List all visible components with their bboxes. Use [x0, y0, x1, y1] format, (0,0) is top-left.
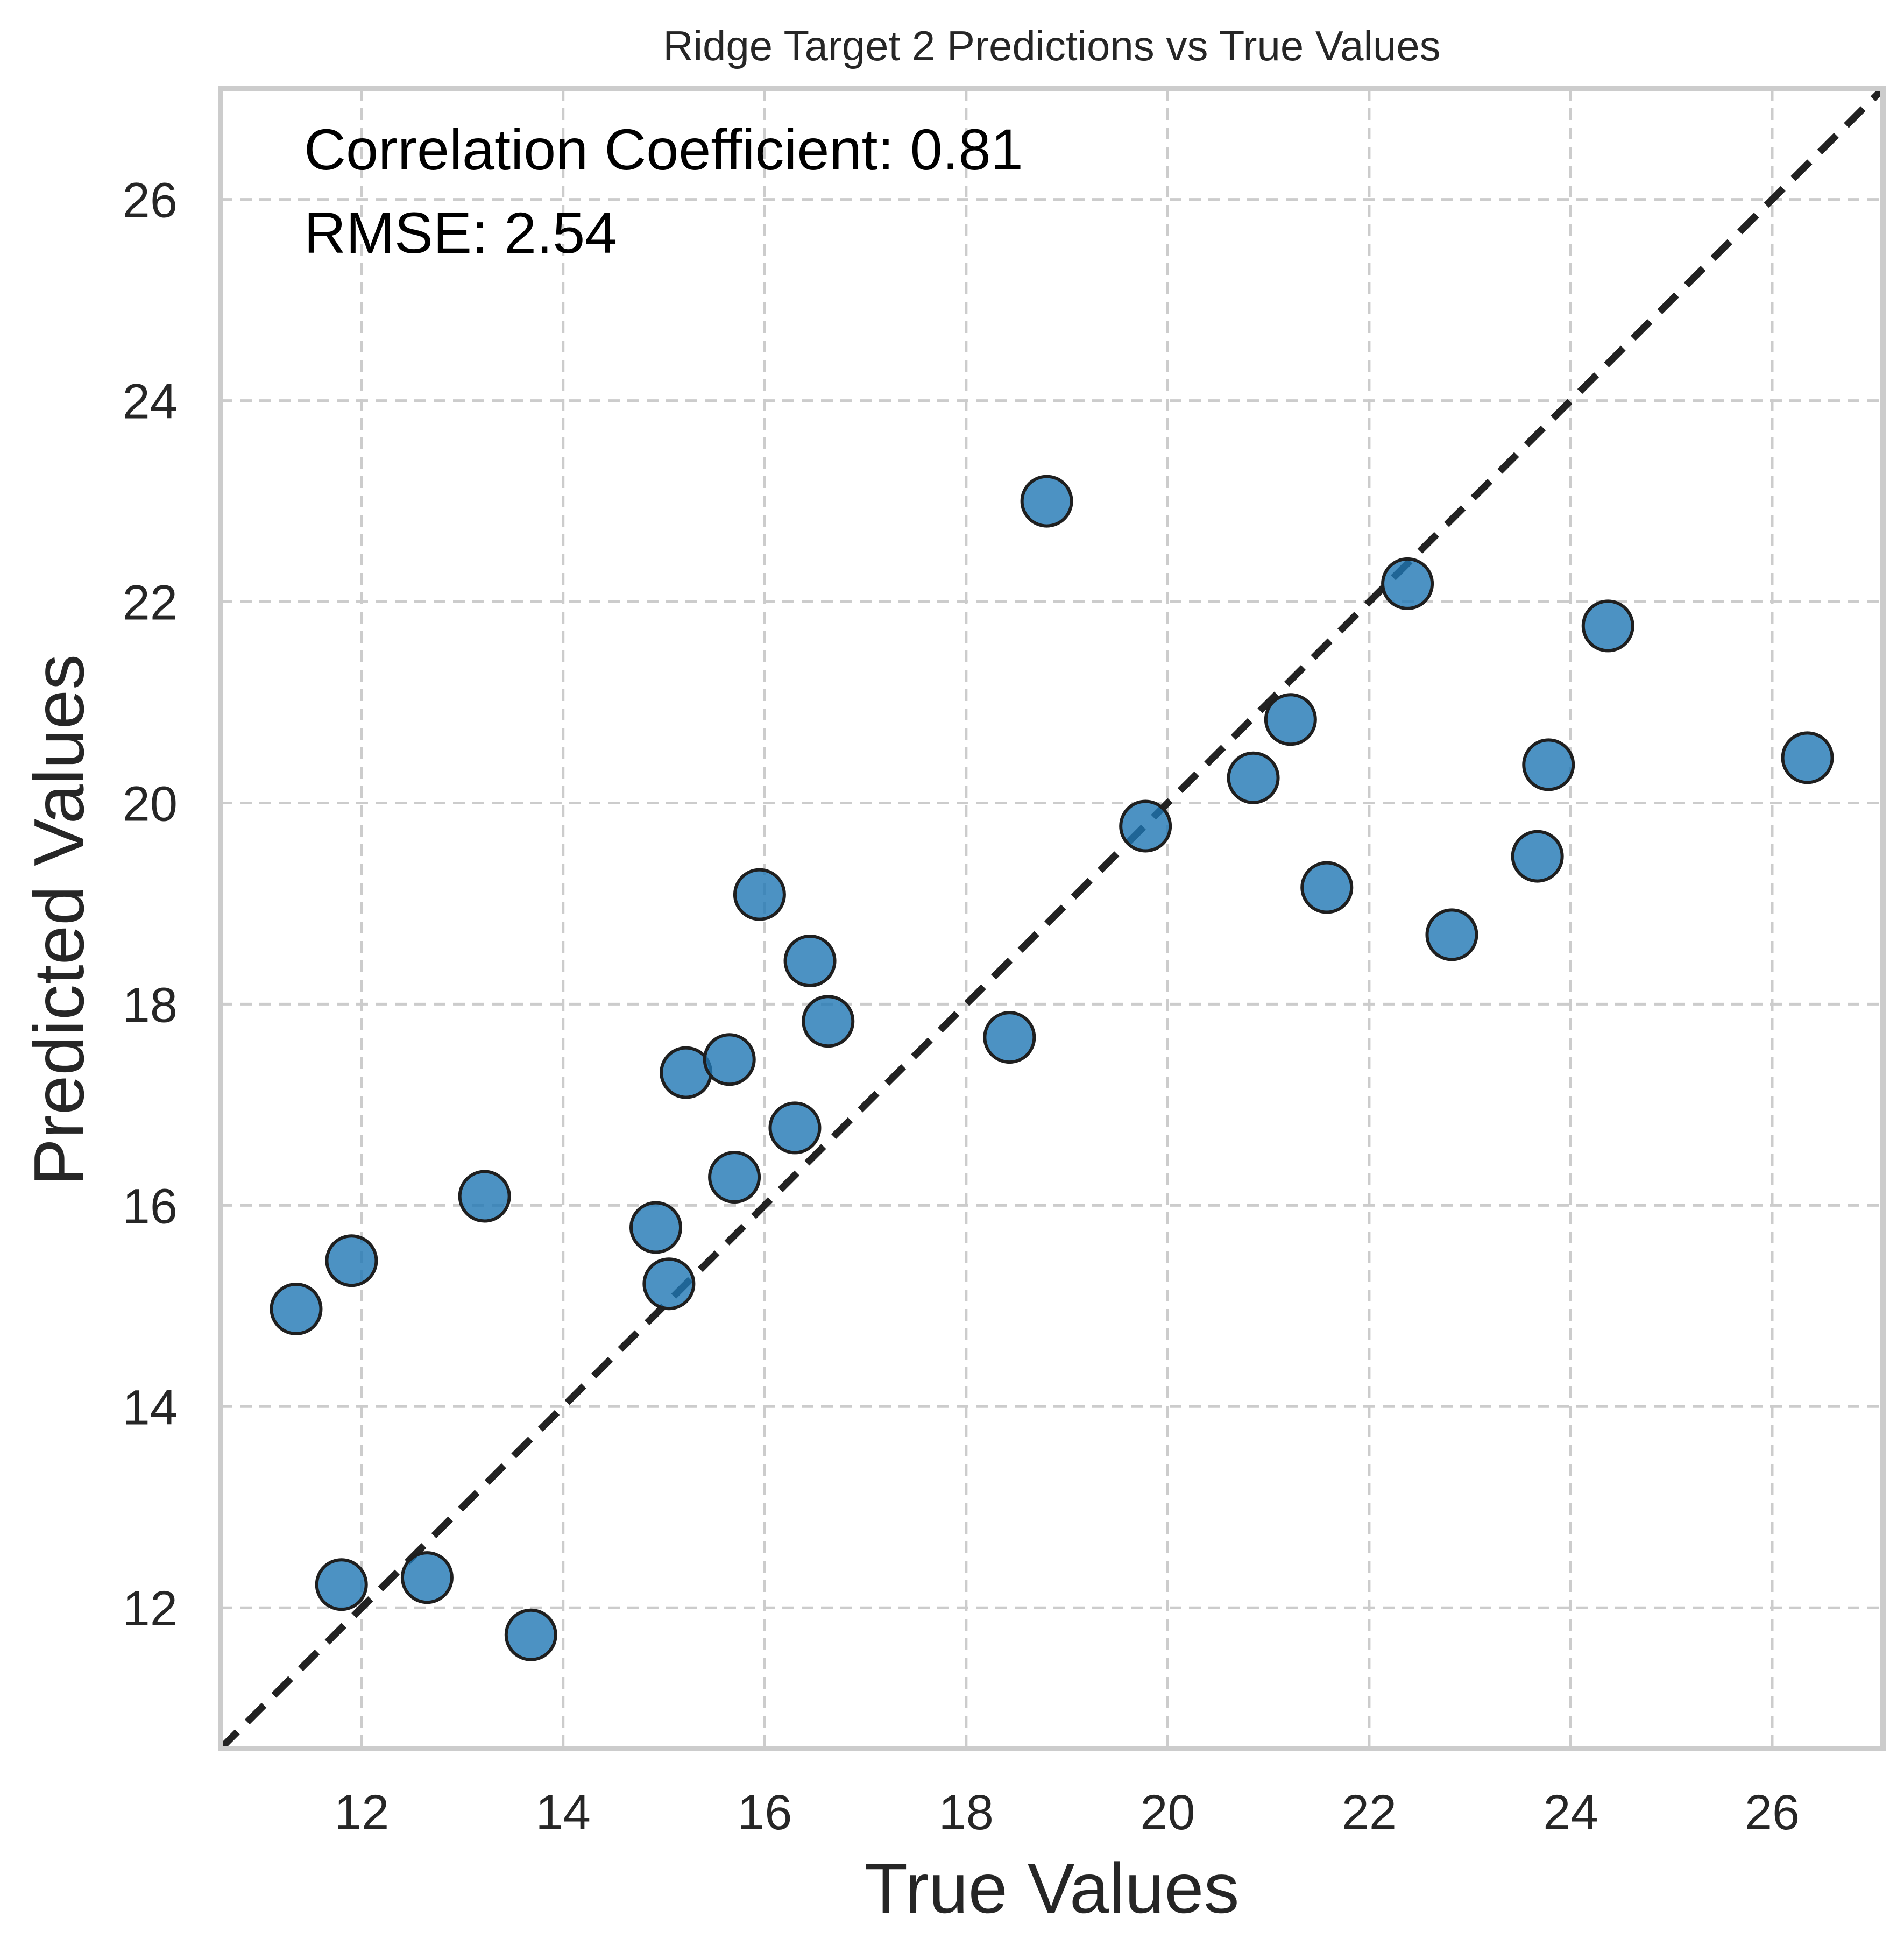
data-point-20 [1264, 693, 1317, 746]
data-point-10 [703, 1033, 756, 1086]
data-point-19 [1227, 751, 1280, 804]
y-tick-label: 16 [123, 1179, 178, 1234]
data-point-21 [1300, 861, 1354, 914]
x-tick-labels: 12 14 16 18 20 22 24 26 [334, 1785, 1800, 1840]
y-gridlines [221, 198, 1883, 1609]
data-point-17 [1020, 475, 1073, 528]
data-point-8 [642, 1257, 696, 1311]
x-tick-label: 20 [1140, 1785, 1195, 1840]
data-point-1 [270, 1282, 323, 1335]
data-points [270, 475, 1834, 1661]
data-point-15 [802, 995, 855, 1048]
y-tick-label: 20 [123, 776, 178, 831]
data-point-6 [504, 1608, 557, 1661]
data-point-5 [458, 1170, 511, 1223]
data-point-2 [325, 1234, 378, 1287]
chart-title: Ridge Target 2 Predictions vs True Value… [663, 22, 1440, 69]
data-point-16 [983, 1011, 1036, 1064]
data-point-23 [1425, 908, 1478, 961]
x-tick-label: 14 [536, 1785, 591, 1840]
x-tick-label: 22 [1342, 1785, 1397, 1840]
plot-frame [218, 86, 1886, 1751]
y-tick-label: 22 [123, 576, 178, 631]
data-point-24 [1511, 830, 1564, 883]
x-axis-label: True Values [865, 1849, 1240, 1928]
data-point-18 [1119, 799, 1172, 853]
x-gridlines [360, 89, 1774, 1749]
data-point-3 [315, 1558, 368, 1611]
data-point-4 [400, 1551, 454, 1604]
data-point-25 [1522, 738, 1575, 791]
x-tick-label: 18 [939, 1785, 994, 1840]
data-point-27 [1781, 731, 1834, 784]
data-point-26 [1581, 599, 1634, 653]
data-point-14 [783, 935, 837, 988]
y-tick-labels: 12 14 16 18 20 22 24 26 [123, 173, 178, 1637]
y-tick-label: 12 [123, 1581, 178, 1636]
y-tick-label: 18 [123, 978, 178, 1032]
rmse-annotation: RMSE: 2.54 [304, 200, 617, 265]
correlation-annotation: Correlation Coefficient: 0.81 [304, 117, 1023, 182]
x-tick-label: 26 [1745, 1785, 1800, 1840]
x-tick-label: 16 [737, 1785, 792, 1840]
y-axis-label: Predicted Values [19, 654, 98, 1186]
data-point-12 [733, 868, 786, 921]
x-tick-label: 12 [334, 1785, 389, 1840]
data-point-13 [768, 1101, 822, 1155]
y-tick-label: 26 [123, 173, 178, 228]
data-point-22 [1381, 557, 1434, 610]
x-tick-label: 24 [1543, 1785, 1598, 1840]
data-point-11 [708, 1151, 761, 1204]
y-tick-label: 24 [123, 374, 178, 429]
identity-line [221, 89, 1883, 1749]
y-tick-label: 14 [123, 1380, 178, 1435]
data-point-7 [629, 1201, 683, 1254]
